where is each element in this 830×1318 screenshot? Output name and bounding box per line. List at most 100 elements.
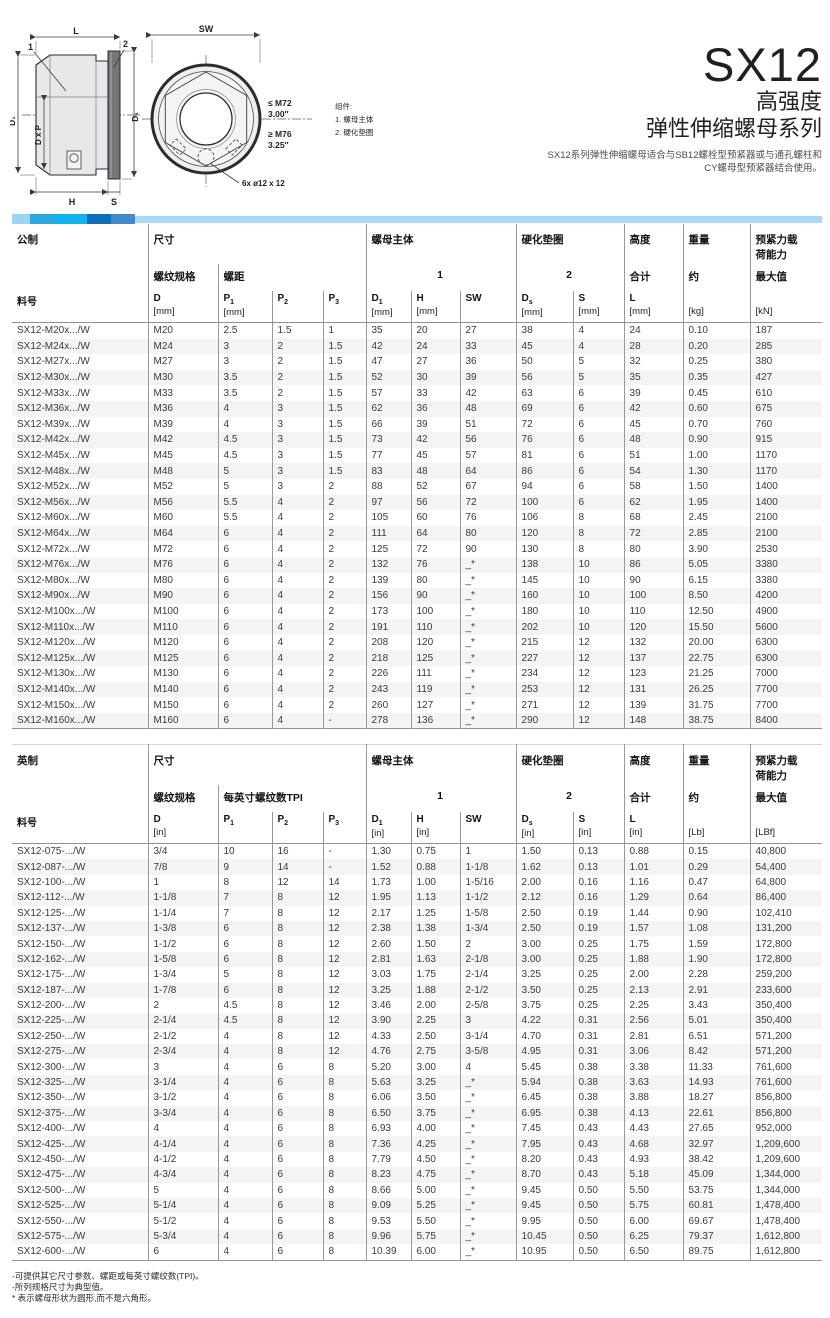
- accent-bar-segment: [111, 214, 135, 224]
- value-cell: 4: [217, 400, 272, 417]
- value-cell: 38.75: [682, 712, 751, 729]
- value-cell: 9.45: [515, 1182, 574, 1198]
- sub-pitch: 每英寸螺纹数TPI: [217, 785, 366, 812]
- value-cell: _*: [459, 619, 517, 635]
- value-cell: _*: [459, 1074, 517, 1091]
- value-cell: 6: [217, 982, 272, 998]
- value-cell: 6: [217, 697, 272, 713]
- value-cell: 12: [322, 982, 366, 998]
- part-number: SX12-187-.../W: [17, 984, 86, 996]
- value-cell: 1,209,600: [749, 1136, 823, 1152]
- value-cell: 12: [271, 874, 323, 891]
- description-line-2: CY螺母型预紧器结合使用。: [704, 163, 822, 174]
- value-cell: _*: [459, 1244, 517, 1261]
- value-cell: 45.09: [682, 1167, 751, 1183]
- value-cell: 21.25: [682, 666, 751, 682]
- value-cell: 86,400: [749, 890, 823, 906]
- value-cell: 1,612,800: [749, 1228, 823, 1245]
- accent-bar-segment: [12, 214, 30, 224]
- value-cell: 10: [572, 603, 625, 620]
- value-cell: 22.75: [682, 650, 751, 667]
- value-cell: 6: [147, 1244, 218, 1261]
- part-number: SX12-M60x.../W: [17, 512, 90, 524]
- value-cell: 4: [271, 494, 323, 511]
- table-row: SX12-M24x.../W M24 3 2 1.5 42 24 33 45 4 28 0.20 285: [12, 338, 823, 355]
- value-cell: 12: [322, 1028, 366, 1045]
- value-cell: 5: [217, 967, 272, 983]
- value-cell: 10.45: [515, 1228, 574, 1245]
- value-cell: 64: [410, 525, 460, 542]
- value-cell: 1.95: [365, 890, 411, 906]
- value-cell: 42: [365, 338, 411, 355]
- value-cell: 761,600: [749, 1074, 823, 1091]
- value-cell: 5-1/4: [147, 1197, 218, 1214]
- value-cell: 12: [572, 697, 625, 713]
- table-row: SX12-475-.../W 4-3/4 4 6 8 8.23 4.75 _* 8.70 0.43…: [12, 1167, 823, 1183]
- value-cell: _*: [459, 650, 517, 667]
- value-cell: 1.01: [623, 859, 684, 875]
- group-weight: 重量: [682, 224, 751, 264]
- value-cell: 2-1/2: [147, 1028, 218, 1045]
- value-cell: 1-1/4: [147, 905, 218, 921]
- value-cell: 3: [271, 478, 323, 495]
- value-cell: 0.15: [682, 843, 751, 860]
- value-cell: 5.63: [365, 1074, 411, 1091]
- table-row: SX12-M20x.../W M20 2.5 1.5 1 35 20 27 38 4 24 0.10 1…: [12, 322, 823, 339]
- value-cell: 0.25: [572, 997, 625, 1014]
- value-cell: 4: [217, 1197, 272, 1214]
- value-cell: 36: [459, 354, 517, 370]
- value-cell: M27: [147, 354, 218, 370]
- value-cell: 12: [322, 905, 366, 921]
- value-cell: 120: [515, 525, 574, 542]
- value-cell: 2.00: [623, 967, 684, 983]
- col-header: [kg]: [682, 291, 751, 323]
- col-header: L [in]: [623, 812, 684, 844]
- value-cell: 8: [322, 1244, 366, 1261]
- value-cell: _*: [459, 634, 517, 651]
- value-cell: 4.68: [623, 1136, 684, 1152]
- value-cell: 12: [572, 681, 625, 698]
- table-row: SX12-125-.../W 1-1/4 7 8 12 2.17 1.25 1-5/8 2.50…: [12, 905, 823, 921]
- col-header: P1 [mm]: [217, 291, 272, 323]
- value-cell: 1.30: [682, 463, 751, 479]
- value-cell: 4: [271, 541, 323, 557]
- value-cell: 132: [365, 556, 411, 573]
- value-cell: 12: [572, 666, 625, 682]
- value-cell: 0.25: [572, 982, 625, 998]
- value-cell: 4: [147, 1121, 218, 1137]
- value-cell: M42: [147, 432, 218, 448]
- value-cell: 350,400: [749, 1013, 823, 1029]
- value-cell: 12: [322, 951, 366, 968]
- value-cell: 0.16: [572, 890, 625, 906]
- value-cell: 915: [749, 432, 823, 448]
- table-row: SX12-187-.../W 1-7/8 6 8 12 3.25 1.88 2-1/2 3.50…: [12, 982, 823, 998]
- legend-item-2: 2. 硬化垫圈: [335, 127, 373, 137]
- group-size: 尺寸: [147, 224, 366, 264]
- table-row: SX12-100-.../W 1 8 12 14 1.73 1.00 1-5/16 2.00 0.…: [12, 874, 823, 891]
- dim-D1: D₁: [10, 116, 17, 126]
- value-cell: 0.64: [682, 890, 751, 906]
- footnotes: -可提供其它尺寸参数、螺距或每英寸螺纹数(TPI)。 -所列规格尺寸为典型值。 * …: [12, 1271, 204, 1304]
- range-m76: ≥ M76: [268, 129, 292, 139]
- value-cell: 8: [271, 951, 323, 968]
- value-cell: 79.37: [682, 1228, 751, 1245]
- value-cell: 7/8: [147, 859, 218, 875]
- value-cell: 0.38: [572, 1105, 625, 1122]
- value-cell: 27: [410, 354, 460, 370]
- group-size: 尺寸: [147, 744, 366, 785]
- value-cell: 6: [217, 556, 272, 573]
- value-cell: 3: [147, 1059, 218, 1075]
- value-cell: 952,000: [749, 1121, 823, 1137]
- value-cell: 0.43: [572, 1167, 625, 1183]
- part-number: SX12-M20x.../W: [17, 325, 90, 337]
- table-row: SX12-M39x.../W M39 4 3 1.5 66 39 51 72 6 45 0.70 760: [12, 416, 823, 433]
- value-cell: 7700: [749, 697, 823, 713]
- table-row: SX12-325-.../W 3-1/4 4 6 8 5.63 3.25 _* 5.94 0.38…: [12, 1074, 823, 1091]
- value-cell: 260: [365, 697, 411, 713]
- value-cell: 111: [365, 525, 411, 542]
- value-cell: 8: [322, 1167, 366, 1183]
- value-cell: 1-3/8: [147, 920, 218, 937]
- table-row: SX12-162-.../W 1-5/8 6 8 12 2.81 1.63 2-1/8 3.00…: [12, 951, 823, 968]
- value-cell: 5.01: [682, 1013, 751, 1029]
- group-nut-body: 螺母主体: [365, 744, 517, 785]
